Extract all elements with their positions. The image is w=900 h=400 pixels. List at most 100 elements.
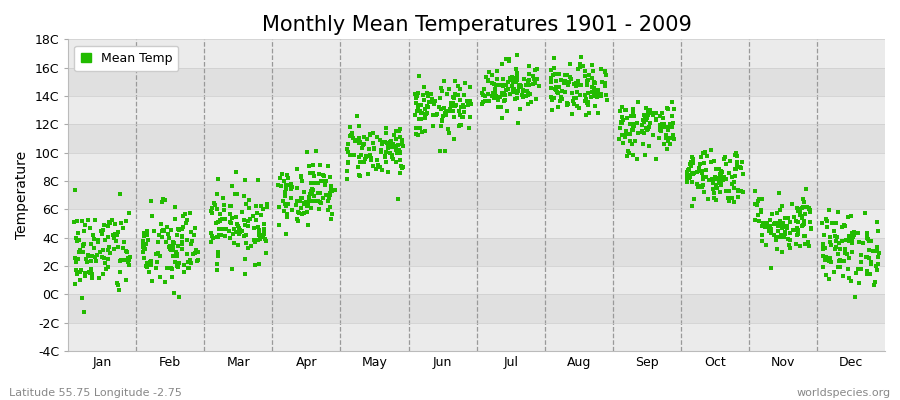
Point — [113, 268, 128, 275]
Point — [815, 245, 830, 252]
Point — [652, 126, 667, 133]
Point — [513, 106, 527, 112]
Point — [522, 76, 536, 83]
Point — [87, 245, 102, 251]
Point — [422, 99, 436, 106]
Point — [572, 105, 587, 112]
Point — [835, 224, 850, 230]
Point — [488, 91, 502, 97]
Point — [729, 158, 743, 165]
Point — [756, 219, 770, 226]
Point — [256, 206, 270, 212]
Point — [384, 144, 399, 150]
Point — [844, 278, 859, 284]
Point — [690, 180, 705, 187]
Point — [680, 172, 694, 179]
Point — [70, 238, 85, 244]
Point — [241, 222, 256, 229]
Point — [284, 195, 298, 201]
Point — [530, 76, 544, 82]
Point — [434, 123, 448, 129]
Point — [580, 100, 594, 107]
Point — [680, 175, 694, 182]
Point — [721, 195, 735, 201]
Point — [770, 234, 785, 240]
Point — [785, 200, 799, 207]
Point — [232, 227, 247, 234]
Point — [413, 125, 428, 132]
Point — [229, 214, 243, 220]
Point — [775, 203, 789, 209]
Point — [498, 92, 512, 98]
Point — [558, 72, 572, 78]
Point — [482, 69, 496, 75]
Point — [303, 188, 318, 194]
Point — [546, 65, 561, 72]
Title: Monthly Mean Temperatures 1901 - 2009: Monthly Mean Temperatures 1901 - 2009 — [262, 15, 691, 35]
Point — [521, 89, 535, 96]
Point — [254, 211, 268, 218]
Point — [620, 115, 634, 121]
Point — [778, 229, 793, 235]
Point — [413, 108, 428, 114]
Point — [345, 130, 359, 136]
Point — [639, 105, 653, 111]
Point — [238, 256, 252, 262]
Point — [626, 152, 640, 158]
Point — [489, 92, 503, 99]
Point — [463, 98, 477, 104]
Point — [172, 259, 186, 266]
Point — [419, 90, 434, 96]
Point — [300, 209, 314, 216]
Point — [281, 175, 295, 181]
Point — [107, 235, 122, 241]
Point — [698, 149, 713, 156]
Point — [508, 79, 523, 86]
Point — [258, 235, 273, 242]
Point — [81, 217, 95, 223]
Point — [652, 122, 667, 129]
Point — [580, 78, 594, 84]
Bar — [68, 266, 885, 294]
Point — [234, 208, 248, 215]
Point — [357, 134, 372, 140]
Point — [842, 232, 856, 239]
Point — [320, 163, 335, 169]
Point — [112, 287, 126, 293]
Point — [378, 139, 392, 145]
Point — [544, 85, 558, 91]
Point — [91, 238, 105, 245]
Point — [695, 170, 709, 176]
Point — [392, 170, 407, 176]
Point — [574, 54, 589, 60]
Point — [101, 222, 115, 229]
Point — [256, 230, 271, 237]
Point — [428, 98, 442, 104]
Point — [696, 175, 710, 182]
Point — [301, 201, 315, 208]
Point — [392, 134, 407, 140]
Point — [248, 262, 263, 268]
Point — [648, 110, 662, 116]
Point — [178, 220, 193, 226]
Point — [344, 132, 358, 138]
Point — [836, 273, 850, 279]
Point — [176, 212, 190, 219]
Point — [836, 222, 850, 228]
Point — [379, 125, 393, 131]
Point — [165, 274, 179, 280]
Point — [349, 113, 364, 120]
Point — [791, 206, 806, 212]
Point — [500, 79, 515, 86]
Point — [796, 222, 810, 228]
Point — [839, 237, 853, 243]
Point — [323, 204, 338, 210]
Point — [162, 235, 176, 241]
Point — [249, 216, 264, 223]
Point — [841, 266, 855, 272]
Point — [845, 249, 859, 256]
Point — [144, 258, 158, 264]
Point — [687, 196, 701, 202]
Point — [82, 269, 96, 275]
Point — [845, 230, 859, 236]
